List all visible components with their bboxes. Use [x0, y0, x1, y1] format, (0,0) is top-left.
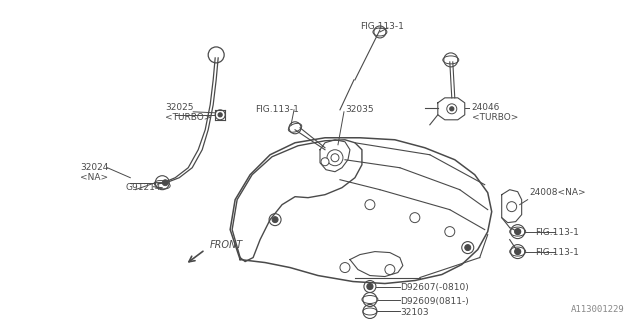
Circle shape — [163, 180, 168, 186]
Circle shape — [515, 228, 521, 235]
Text: G91214: G91214 — [125, 183, 161, 192]
Text: FIG.113-1: FIG.113-1 — [534, 228, 579, 236]
Circle shape — [465, 244, 471, 251]
Text: 32103: 32103 — [400, 308, 429, 317]
Text: D92607(-0810): D92607(-0810) — [400, 283, 468, 292]
Text: 32024: 32024 — [81, 163, 109, 172]
Circle shape — [367, 284, 373, 290]
Text: <TURBO>: <TURBO> — [472, 113, 518, 122]
Text: D92609(0811-): D92609(0811-) — [400, 297, 468, 306]
Text: 32035: 32035 — [345, 105, 374, 114]
Text: FRONT: FRONT — [210, 240, 243, 250]
Text: 32025: 32025 — [165, 103, 194, 112]
Circle shape — [272, 217, 278, 223]
Text: <TURBO>: <TURBO> — [165, 113, 212, 122]
Text: 24008<NA>: 24008<NA> — [530, 188, 586, 197]
Circle shape — [515, 249, 521, 255]
Text: <NA>: <NA> — [81, 173, 109, 182]
Text: FIG.113-1: FIG.113-1 — [534, 248, 579, 257]
Text: FIG.113-1: FIG.113-1 — [255, 105, 299, 114]
Text: FIG.113-1: FIG.113-1 — [360, 22, 404, 31]
Circle shape — [450, 107, 454, 111]
Circle shape — [321, 158, 329, 166]
Circle shape — [218, 113, 222, 117]
Text: A113001229: A113001229 — [571, 306, 625, 315]
Text: 24046: 24046 — [472, 103, 500, 112]
